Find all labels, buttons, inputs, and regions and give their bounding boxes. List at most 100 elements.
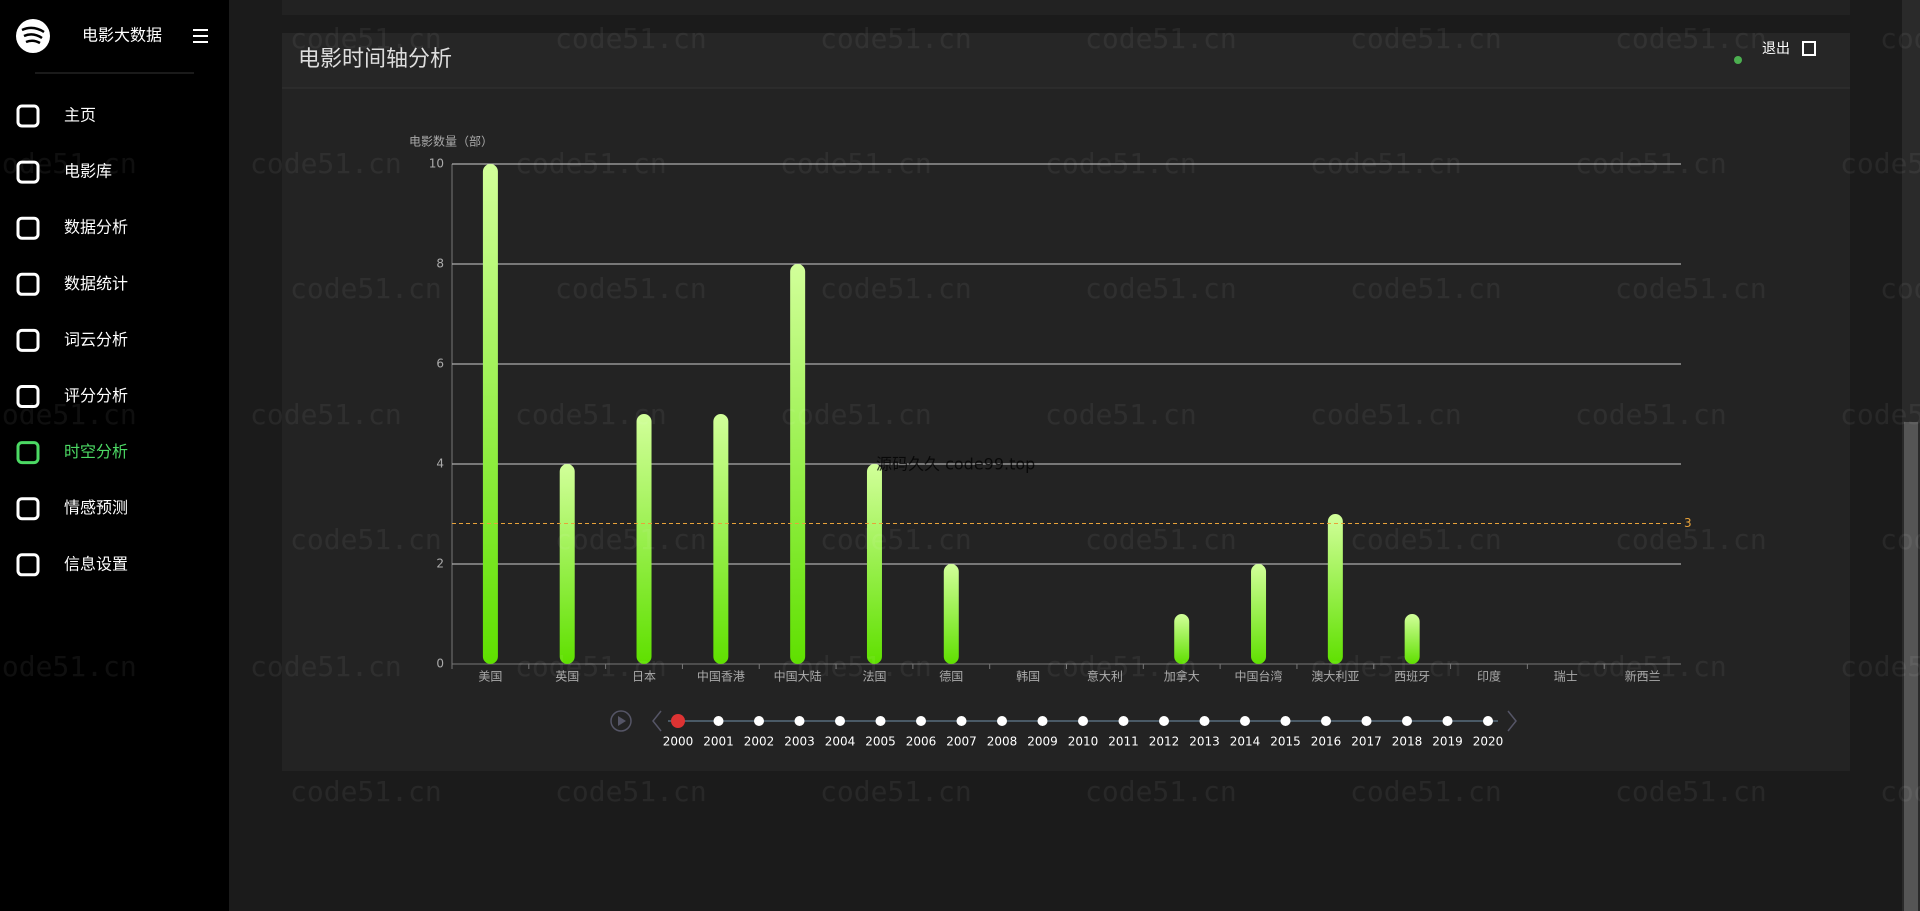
play-icon[interactable] (618, 716, 626, 726)
scrollbar-thumb[interactable] (1904, 422, 1918, 911)
brand: 电影大数据 (82, 26, 162, 45)
timeline-year[interactable]: 2016 (1311, 735, 1342, 749)
menu-icon[interactable] (16, 553, 40, 577)
timeline-year[interactable]: 2001 (703, 735, 734, 749)
watermark: code51.cn (290, 22, 442, 55)
x-tick-label: 德国 (939, 669, 963, 684)
timeline-year[interactable]: 2015 (1270, 735, 1301, 749)
timeline-dot[interactable] (1402, 716, 1412, 726)
bar (1251, 564, 1267, 664)
logout-text[interactable]: 退出 (1762, 41, 1790, 57)
x-tick-label: 法国 (862, 670, 886, 684)
menu-icon[interactable] (16, 441, 40, 465)
menu-item[interactable]: 数据分析 (64, 218, 128, 237)
watermark: code51.cn (0, 147, 137, 180)
watermark: code51.cn (555, 523, 707, 556)
timeline-dot[interactable] (1240, 716, 1250, 726)
timeline-dot[interactable] (835, 716, 845, 726)
menu-item[interactable]: 信息设置 (64, 554, 128, 573)
watermark: code51.cn (780, 147, 932, 180)
timeline-dot[interactable] (671, 714, 685, 728)
watermark: code51.cn (250, 398, 402, 431)
watermark: code51.cn (555, 272, 707, 305)
watermark: code51.cn (1085, 523, 1237, 556)
timeline-dot[interactable] (713, 716, 724, 726)
timeline-dot[interactable] (1078, 716, 1088, 726)
watermark: code51.cn (1310, 147, 1462, 180)
timeline-dot[interactable] (754, 716, 764, 726)
timeline-dot[interactable] (1361, 716, 1372, 726)
menu-item[interactable]: 数据统计 (64, 274, 128, 293)
menu-icon[interactable] (16, 160, 40, 184)
timeline-year[interactable]: 2019 (1432, 735, 1463, 749)
x-tick-label: 中国香港 (697, 669, 745, 684)
timeline-dot[interactable] (1199, 716, 1210, 726)
timeline-year[interactable]: 2003 (784, 735, 815, 749)
timeline-year[interactable]: 2012 (1149, 735, 1180, 749)
timeline-dot[interactable] (875, 716, 886, 726)
logout[interactable]: 退出 (1762, 41, 1816, 57)
menu-item[interactable]: 词云分析 (64, 330, 128, 349)
watermark: code51.cn (1350, 775, 1502, 808)
bar (943, 564, 959, 664)
timeline-year[interactable]: 2000 (663, 735, 694, 749)
watermark: code51.cn (780, 398, 932, 431)
menu-item[interactable]: 评分分析 (64, 386, 128, 405)
timeline-year[interactable]: 2005 (865, 735, 896, 749)
watermark: code51.cn (820, 272, 972, 305)
timeline-year[interactable]: 2017 (1351, 735, 1382, 749)
x-tick-label: 瑞士 (1554, 670, 1578, 684)
timeline-dot[interactable] (1321, 716, 1331, 726)
timeline-year[interactable]: 2014 (1230, 735, 1261, 749)
prev-button[interactable] (652, 710, 662, 732)
timeline-dot[interactable] (1442, 716, 1453, 726)
logo-mark (21, 26, 45, 45)
menu-item[interactable]: 电影库 (64, 162, 112, 181)
timeline-year[interactable]: 2013 (1189, 735, 1220, 749)
y-axis-label: 电影数量（部） (409, 134, 493, 149)
timeline-dot[interactable] (1159, 716, 1169, 726)
menu-icon[interactable] (16, 272, 40, 296)
timeline-year[interactable]: 2020 (1473, 735, 1504, 749)
watermark: code51.cn (1575, 650, 1727, 683)
menu-item[interactable]: 时空分析 (64, 442, 128, 461)
timeline-year[interactable]: 2008 (987, 735, 1018, 749)
menu-item[interactable]: 情感预测 (64, 498, 128, 517)
y-tick-label: 6 (436, 357, 444, 371)
menu-icon[interactable] (16, 385, 40, 408)
timeline-year[interactable]: 2006 (906, 735, 937, 749)
timeline-year[interactable]: 2018 (1392, 735, 1423, 749)
timeline-dot[interactable] (794, 716, 805, 726)
timeline-dot[interactable] (1483, 716, 1493, 726)
status-dot (1734, 56, 1742, 64)
menu-icon[interactable] (16, 497, 40, 521)
bar (482, 164, 498, 664)
timeline-dot[interactable] (916, 716, 926, 726)
timeline-dot[interactable] (956, 716, 967, 726)
logout-icon[interactable] (1802, 41, 1816, 56)
y-tick-label: 4 (436, 457, 444, 471)
menu-icon[interactable] (16, 104, 40, 128)
timeline-year[interactable]: 2002 (744, 735, 775, 749)
timeline-dot[interactable] (1037, 716, 1048, 726)
menu-icon[interactable] (16, 216, 40, 240)
x-tick-label: 中国台湾 (1235, 669, 1283, 684)
watermark: code51.cn (1840, 147, 1920, 180)
watermark: code51.cn (1045, 650, 1197, 683)
menu-toggle[interactable] (193, 29, 208, 43)
logo (16, 19, 50, 53)
timeline-year[interactable]: 2004 (825, 735, 856, 749)
timeline-dot[interactable] (1118, 716, 1129, 726)
bar (1174, 614, 1190, 664)
watermark: code51.cn (1615, 22, 1767, 55)
next-button[interactable] (1507, 710, 1517, 732)
timeline-year[interactable]: 2009 (1027, 735, 1058, 749)
timeline-dot[interactable] (997, 716, 1007, 726)
timeline-year[interactable]: 2010 (1068, 735, 1099, 749)
timeline-year[interactable]: 2007 (946, 735, 977, 749)
play-button[interactable] (610, 710, 632, 732)
timeline-year[interactable]: 2011 (1108, 735, 1139, 749)
timeline-dot[interactable] (1280, 716, 1291, 726)
menu-icon[interactable] (16, 328, 40, 352)
menu-item[interactable]: 主页 (64, 106, 96, 125)
